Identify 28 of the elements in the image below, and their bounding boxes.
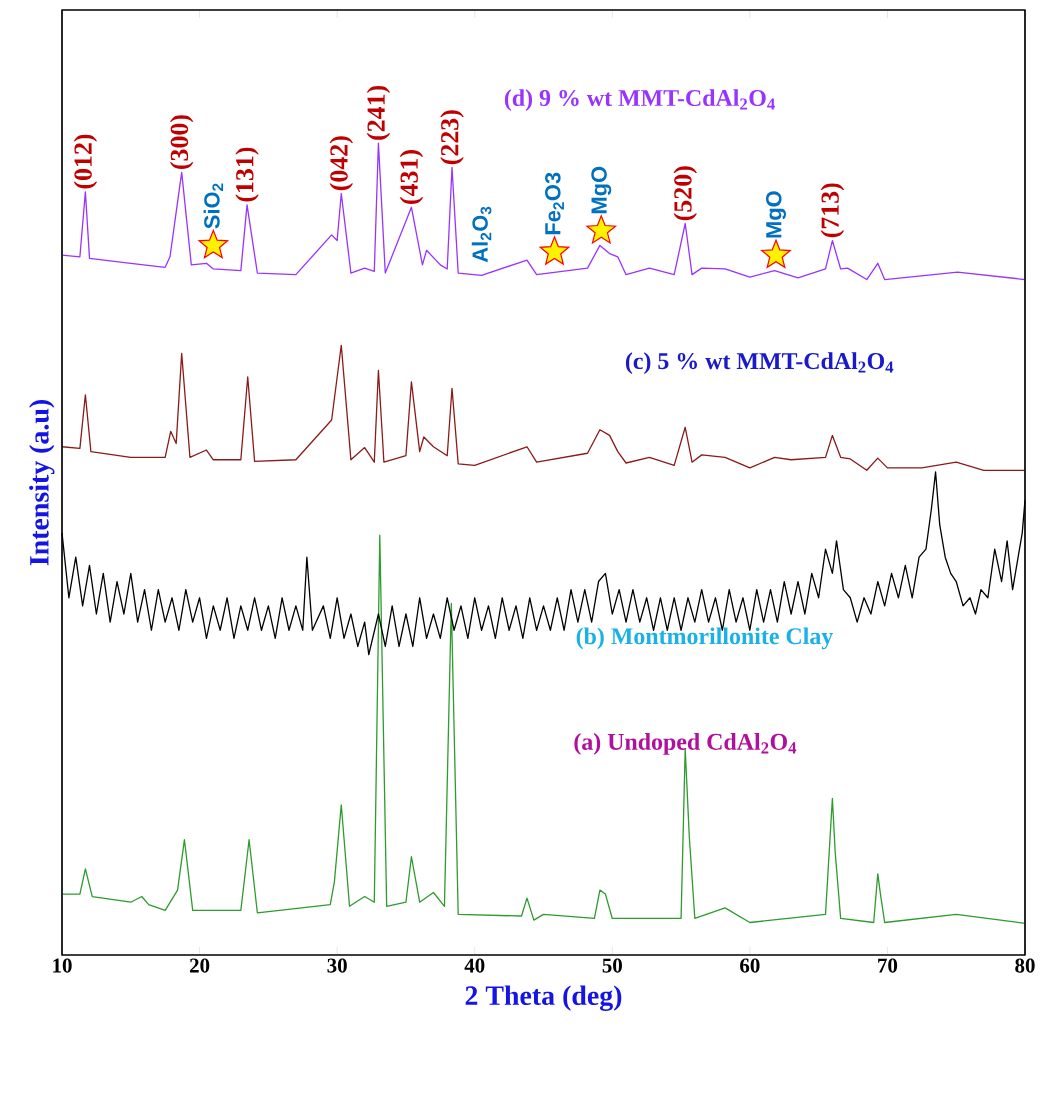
x-axis-title: 2 Theta (deg)	[465, 985, 622, 1011]
annotation: (520)	[673, 166, 697, 221]
annotation: MgO	[766, 191, 786, 238]
x-tick-label: 20	[189, 958, 210, 973]
annotation: Al$_{2}$O$_{3}$	[471, 206, 492, 263]
annotation: Fe$_{2}$O3	[545, 172, 564, 235]
text: (c) 5 % wt MMT-CdAl$_{2}$O$_{4}$	[625, 352, 894, 374]
annotation: MgO	[591, 166, 612, 214]
x-tick-label: 30	[327, 958, 347, 973]
x-tick-label: 70	[878, 958, 898, 973]
annotation: (431)	[399, 150, 424, 204]
annotation: SiO$_{2}$	[203, 183, 224, 229]
x-tick-label: 40	[464, 958, 485, 973]
annotation: (713)	[820, 183, 845, 238]
x-tick-label: 10	[53, 958, 72, 973]
text: (d) 9 % wt MMT-CdAl$_{2}$O$_{4}$	[504, 89, 775, 111]
annotation: (241)	[366, 85, 391, 140]
annotation: (131)	[235, 147, 259, 202]
series-label: (a) Undoped CdAl$_{2}$O$_{4}$	[574, 733, 797, 755]
annotation: (042)	[329, 136, 354, 191]
x-tick-label: 80	[1015, 958, 1035, 973]
x-tick-label: 60	[740, 958, 760, 973]
annotation: (300)	[169, 115, 194, 170]
y-axis-title: Intensity (a.u)	[29, 400, 55, 566]
x-tick-label: 50	[602, 958, 622, 973]
series-label: (b) Montmorillonite Clay	[576, 627, 834, 650]
annotation: (012)	[73, 134, 98, 189]
annotation: (223)	[440, 110, 464, 165]
